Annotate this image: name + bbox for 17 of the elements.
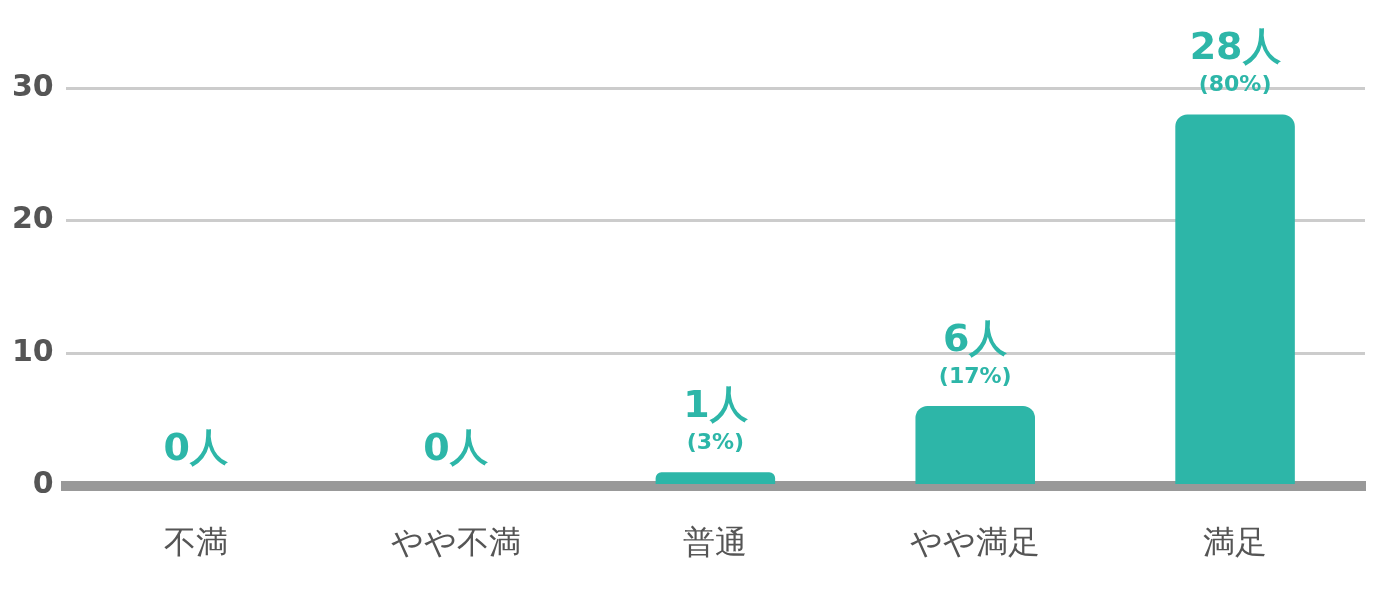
bar — [915, 406, 1035, 485]
x-tick-label: 満足 — [1203, 523, 1268, 562]
y-tick-label: 30 — [12, 67, 54, 103]
data-label: 28人 (80%) — [1189, 24, 1281, 97]
x-tick-label: やや不満 — [390, 523, 521, 562]
data-label: 0人 — [423, 425, 488, 470]
y-tick-label: 0 — [32, 465, 54, 501]
y-tick-label: 10 — [12, 332, 54, 368]
x-tick-label: やや満足 — [910, 523, 1041, 562]
bar — [655, 472, 776, 485]
x-tick-label: 不満 — [163, 523, 228, 562]
data-label: 0人 — [163, 425, 228, 470]
data-label: 6人 (17%) — [938, 315, 1012, 388]
x-tick-label: 普通 — [683, 523, 748, 562]
data-label: 1人 (3%) — [683, 382, 748, 455]
y-tick-label: 20 — [12, 200, 54, 236]
bar — [1175, 114, 1295, 485]
